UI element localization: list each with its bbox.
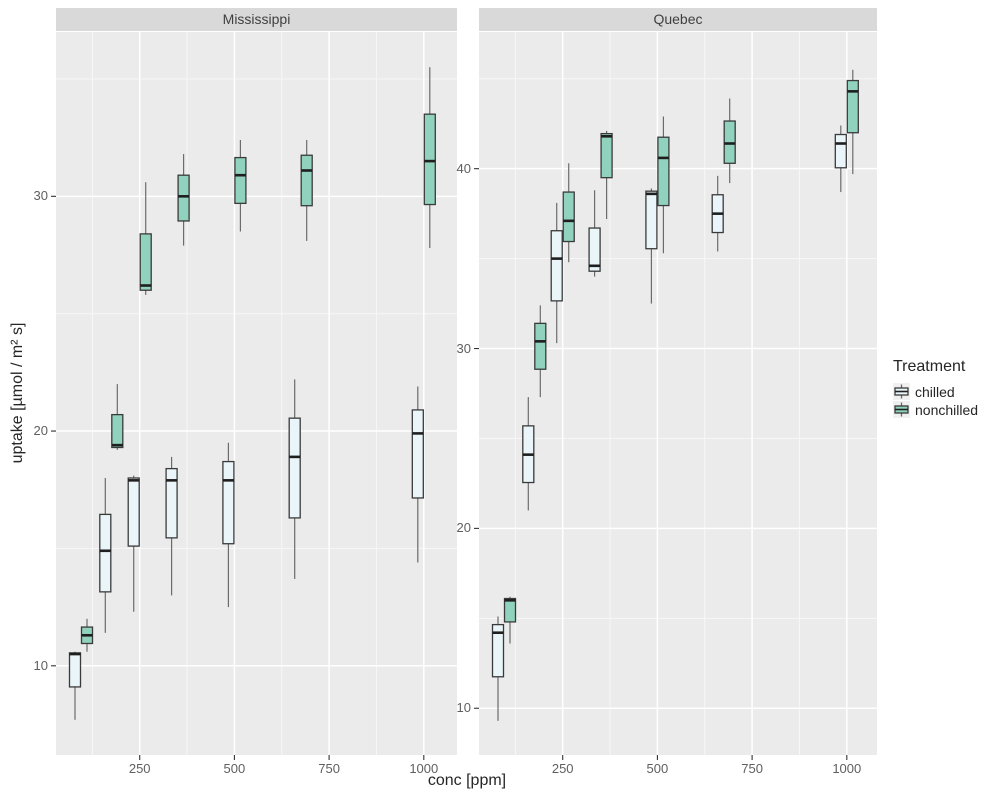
x-tick-label: 250 — [551, 761, 574, 776]
y-tick-label: 10 — [456, 700, 471, 716]
x-tick-label: 750 — [741, 761, 763, 776]
boxplot-key-icon-nonchilled — [893, 401, 910, 418]
x-tick-label: 250 — [128, 761, 151, 776]
y-tick-label: 20 — [33, 423, 48, 439]
box-quebec-nonchilled-conc-95 — [503, 596, 517, 644]
y-tick-label: 30 — [456, 340, 471, 356]
tick-marks — [51, 195, 425, 760]
tick-marks — [474, 168, 848, 760]
box-mississippi-nonchilled-conc-500 — [234, 139, 247, 232]
box-mississippi-chilled-conc-175 — [99, 478, 112, 633]
box-quebec-chilled-conc-500 — [645, 188, 658, 304]
box-quebec-chilled-conc-95 — [491, 616, 505, 721]
box-mississippi-chilled-conc-1000 — [411, 386, 424, 563]
box-quebec-chilled-conc-350 — [588, 190, 601, 277]
box-mississippi-nonchilled-conc-1000 — [423, 67, 436, 248]
x-axis-title: conc [ppm] — [427, 772, 507, 789]
y-tick-label: 10 — [33, 657, 48, 673]
legend-item-label: chilled — [915, 383, 955, 400]
box-mississippi-nonchilled-conc-95 — [80, 618, 94, 652]
box-mississippi-nonchilled-conc-175 — [111, 384, 124, 450]
box-mississippi-chilled-conc-500 — [222, 442, 235, 608]
box-quebec-chilled-conc-175 — [522, 397, 535, 511]
y-axis-title: uptake [µmol / m² s] — [9, 322, 26, 464]
facet-strip-mississippi: Mississippi — [56, 8, 457, 31]
box-mississippi-chilled-conc-675 — [288, 379, 301, 579]
box-mississippi-chilled-conc-95 — [68, 651, 82, 720]
legend-item-nonchilled[interactable]: nonchilled — [893, 401, 978, 418]
legend: Treatment chilled nonchilled — [893, 358, 978, 419]
box-mississippi-chilled-conc-350 — [165, 456, 178, 596]
box-quebec-nonchilled-conc-250 — [562, 163, 575, 263]
panel-quebec — [474, 32, 877, 760]
facet-strip-quebec: Quebec — [479, 8, 877, 31]
x-tick-label: 750 — [318, 761, 340, 776]
box-quebec-chilled-conc-1000 — [834, 125, 847, 193]
box-quebec-nonchilled-conc-1000 — [846, 69, 859, 175]
box-mississippi-nonchilled-conc-675 — [300, 139, 313, 241]
x-tick-label: 500 — [646, 761, 669, 776]
x-tick-label: 1000 — [409, 761, 439, 776]
legend-title: Treatment — [893, 358, 966, 375]
legend-item-chilled[interactable]: chilled — [893, 383, 978, 400]
box-quebec-chilled-conc-675 — [711, 175, 724, 252]
y-tick-label: 40 — [456, 160, 471, 176]
box-quebec-nonchilled-conc-675 — [723, 98, 736, 184]
gridlines — [56, 32, 457, 755]
y-tick-label: 30 — [33, 188, 48, 204]
y-tick-label: 20 — [456, 520, 471, 536]
box-mississippi-nonchilled-conc-350 — [177, 154, 190, 246]
x-tick-label: 1000 — [832, 761, 862, 776]
box-quebec-nonchilled-conc-175 — [534, 305, 547, 398]
box-quebec-nonchilled-conc-350 — [600, 130, 613, 220]
x-tick-label: 500 — [223, 761, 246, 776]
boxplot-key-icon-chilled — [893, 383, 910, 400]
box-mississippi-nonchilled-conc-250 — [139, 182, 152, 295]
panel-mississippi — [51, 32, 457, 760]
legend-item-label: nonchilled — [915, 401, 979, 418]
box-mississippi-chilled-conc-250 — [127, 475, 140, 612]
box-quebec-chilled-conc-250 — [550, 202, 563, 344]
box-quebec-nonchilled-conc-500 — [657, 116, 670, 254]
